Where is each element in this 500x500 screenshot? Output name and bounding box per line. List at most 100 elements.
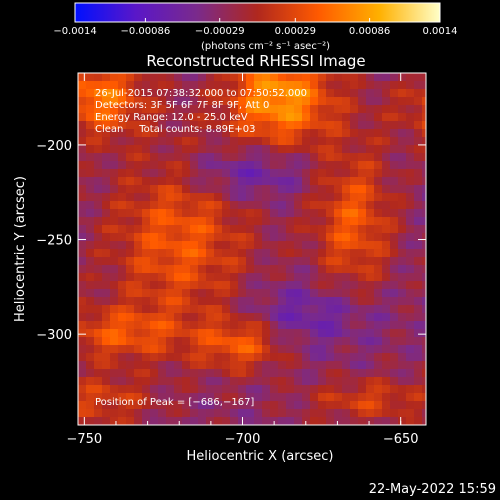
heatmap-cell — [270, 345, 278, 353]
heatmap-cell — [190, 81, 198, 89]
heatmap-cell — [198, 113, 206, 121]
heatmap-cell — [326, 97, 334, 105]
heatmap-cell — [222, 233, 230, 241]
heatmap-cell — [102, 137, 110, 145]
heatmap-cell — [342, 241, 350, 249]
heatmap-cell — [166, 249, 174, 257]
heatmap-cell — [206, 417, 214, 425]
heatmap-cell — [390, 329, 398, 337]
heatmap-cell — [374, 249, 382, 257]
heatmap-cell — [198, 121, 206, 129]
heatmap-cell — [230, 249, 238, 257]
heatmap-cell — [278, 105, 286, 113]
heatmap-cell — [246, 273, 254, 281]
heatmap-cell — [126, 209, 134, 217]
heatmap-cell — [94, 345, 102, 353]
heatmap-cell — [174, 153, 182, 161]
heatmap-cell — [374, 265, 382, 273]
heatmap-cell — [150, 329, 158, 337]
heatmap-cell — [182, 153, 190, 161]
heatmap-cell — [214, 249, 222, 257]
heatmap-cell — [94, 361, 102, 369]
heatmap-cell — [374, 121, 382, 129]
heatmap-cell — [198, 233, 206, 241]
heatmap-cell — [102, 321, 110, 329]
heatmap-cell — [406, 201, 414, 209]
heatmap-cell — [118, 217, 126, 225]
heatmap-cell — [254, 153, 262, 161]
heatmap-cell — [94, 153, 102, 161]
heatmap-cell — [382, 289, 390, 297]
heatmap-cell — [286, 345, 294, 353]
heatmap-cell — [230, 193, 238, 201]
heatmap-cell — [270, 265, 278, 273]
heatmap-cell — [166, 401, 174, 409]
heatmap-cell — [166, 361, 174, 369]
heatmap-cell — [198, 321, 206, 329]
heatmap-cell — [230, 89, 238, 97]
heatmap-cell — [398, 353, 406, 361]
heatmap-cell — [382, 193, 390, 201]
heatmap-cell — [334, 377, 342, 385]
heatmap-cell — [342, 257, 350, 265]
heatmap-cell — [414, 257, 422, 265]
heatmap-cell — [262, 145, 270, 153]
heatmap-cell — [206, 81, 214, 89]
info-total-counts: Clean Total counts: 8.89E+03 — [95, 124, 256, 135]
heatmap-cell — [198, 361, 206, 369]
heatmap-cell — [238, 329, 246, 337]
heatmap-cell — [302, 233, 310, 241]
heatmap-cell — [126, 313, 134, 321]
heatmap-cell — [286, 305, 294, 313]
heatmap-cell — [390, 241, 398, 249]
heatmap-cell — [358, 121, 366, 129]
heatmap-cell — [326, 137, 334, 145]
heatmap-cell — [78, 201, 86, 209]
heatmap-cell — [318, 257, 326, 265]
heatmap-cell — [214, 321, 222, 329]
heatmap-cell — [222, 89, 230, 97]
heatmap-cell — [206, 209, 214, 217]
heatmap-cell — [238, 281, 246, 289]
heatmap-cell — [126, 153, 134, 161]
heatmap-cell — [246, 305, 254, 313]
heatmap-cell — [254, 417, 262, 425]
heatmap-cell — [390, 361, 398, 369]
heatmap-cell — [414, 289, 422, 297]
heatmap-cell — [174, 137, 182, 145]
heatmap-cell — [358, 153, 366, 161]
heatmap-cell — [342, 153, 350, 161]
heatmap-cell — [366, 233, 374, 241]
heatmap-cell — [310, 193, 318, 201]
heatmap-cell — [254, 297, 262, 305]
heatmap-cell — [294, 89, 302, 97]
heatmap-cell — [382, 329, 390, 337]
heatmap-cell — [190, 233, 198, 241]
heatmap-cell — [278, 353, 286, 361]
heatmap-cell — [230, 241, 238, 249]
heatmap-cell — [294, 265, 302, 273]
heatmap-cell — [350, 217, 358, 225]
heatmap-cell — [150, 273, 158, 281]
heatmap-cell — [214, 289, 222, 297]
heatmap-cell — [222, 177, 230, 185]
heatmap-cell — [134, 249, 142, 257]
heatmap-cell — [214, 385, 222, 393]
heatmap-cell — [198, 281, 206, 289]
heatmap-cell — [390, 185, 398, 193]
heatmap-cell — [334, 153, 342, 161]
heatmap-cell — [142, 209, 150, 217]
heatmap-cell — [150, 393, 158, 401]
heatmap-cell — [398, 305, 406, 313]
heatmap-cell — [390, 169, 398, 177]
heatmap-cell — [86, 273, 94, 281]
heatmap-cell — [342, 225, 350, 233]
heatmap-cell — [254, 385, 262, 393]
heatmap-cell — [110, 417, 118, 425]
heatmap-cell — [342, 297, 350, 305]
heatmap-cell — [334, 313, 342, 321]
heatmap-cell — [110, 305, 118, 313]
heatmap-cell — [326, 121, 334, 129]
heatmap-cell — [422, 241, 426, 249]
heatmap-cell — [326, 369, 334, 377]
